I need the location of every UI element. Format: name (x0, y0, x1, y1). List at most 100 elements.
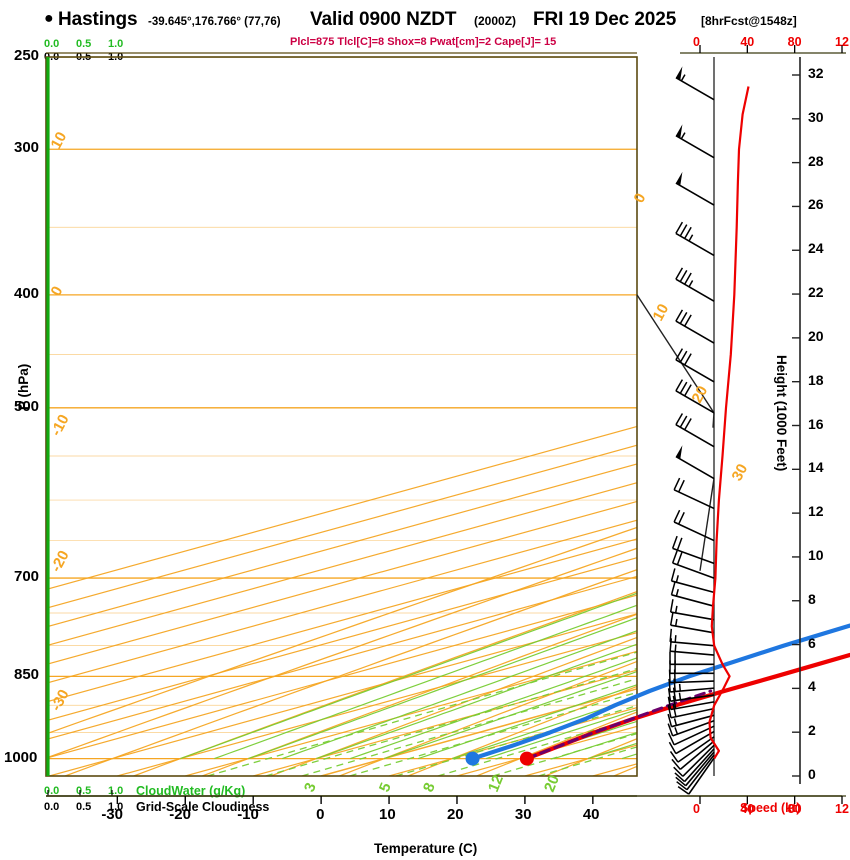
mixing-ratio-label-20: 20 (541, 773, 563, 795)
sounding-traces-layer (465, 623, 850, 766)
height-tick-label-14: 14 (808, 459, 824, 476)
barb-full-feather (676, 537, 683, 551)
barb-full-feather (673, 766, 684, 777)
valid-date: FRI 19 Dec 2025 (533, 9, 677, 30)
temperature-axis-title: Temperature (C) (374, 841, 478, 856)
barb-full-feather (673, 477, 681, 491)
skewt-plot-frame (45, 56, 638, 777)
barb-full-feather (667, 696, 672, 710)
wind-barb-5 (675, 309, 715, 344)
height-tick-label-4: 4 (808, 678, 816, 695)
temperature-tick-label--10: -10 (237, 806, 259, 823)
barb-full-feather (667, 688, 672, 702)
isotherm-60 (729, 57, 850, 776)
cloudiness-bottom-tick-2: 1.0 (108, 801, 124, 813)
isotherm--60 (46, 575, 637, 741)
wind-barb-33 (673, 744, 715, 777)
station-coordinates: -39.645°,176.766° (77,76) (148, 16, 281, 28)
barb-half-feather (678, 683, 681, 692)
cloudiness-bottom-tick-1: 0.5 (76, 801, 92, 813)
barb-full-feather (669, 638, 673, 652)
mixing-ratio-8 (395, 704, 637, 776)
barb-shaft (673, 489, 715, 510)
barb-full-feather (671, 550, 678, 564)
barb-full-feather (684, 314, 692, 327)
barb-shaft (675, 182, 715, 206)
dry-adiabat-label-right-30: 30 (729, 461, 752, 484)
barb-full-feather (677, 786, 690, 795)
height-tick-label-26: 26 (808, 196, 824, 213)
barb-full-feather (684, 384, 692, 397)
marker-surface-dewpoint (465, 751, 480, 766)
dry-adiabat-0 (339, 660, 637, 776)
barb-panel-edge-lower (699, 478, 715, 571)
dry-adiabat-label-right-10: 10 (650, 301, 673, 324)
wind-barb-34 (674, 748, 715, 783)
barb-full-feather (669, 612, 674, 626)
dry-adiabat-label-0: 0 (48, 284, 67, 299)
wind-barb-15 (670, 582, 715, 607)
wind-barb-25 (667, 695, 715, 711)
speed-tick-top-80: 80 (787, 35, 802, 49)
barb-shaft (675, 320, 715, 344)
barb-full-feather (684, 353, 692, 366)
skewt-grid-layer (46, 57, 850, 776)
barb-full-feather (670, 568, 676, 582)
barb-shaft (670, 707, 715, 719)
barb-shaft (673, 725, 715, 746)
barb-pennant (675, 66, 683, 81)
pressure-tick-400: 400 (14, 284, 40, 302)
barb-full-feather (684, 418, 692, 431)
speed-tick-top-40: 40 (740, 35, 755, 49)
wind-barb-31 (669, 736, 715, 763)
barb-full-feather (669, 628, 673, 642)
wind-barb-23 (668, 678, 715, 693)
barb-half-feather (675, 575, 679, 583)
wind-barb-35 (675, 751, 715, 787)
barb-shaft (671, 594, 715, 607)
barb-panel-edge-upper (636, 294, 715, 414)
barb-half-feather (680, 74, 686, 82)
wind-barb-11 (673, 509, 715, 542)
barb-pennant (675, 124, 683, 139)
barb-shaft (686, 754, 715, 791)
pressure-tick-300: 300 (14, 139, 40, 157)
barb-half-feather (673, 718, 678, 726)
barb-full-feather (676, 552, 683, 566)
wind-barb-8 (675, 413, 715, 448)
mixing-ratio-label-12: 12 (485, 773, 507, 795)
barb-shaft (670, 641, 715, 647)
barb-pennant (675, 445, 683, 460)
barb-full-feather (676, 781, 688, 791)
barb-half-feather (674, 727, 679, 735)
wind-barb-layer (636, 57, 715, 795)
barb-half-feather (678, 692, 682, 700)
barb-full-feather (672, 695, 677, 709)
temperature-tick-label--30: -30 (101, 806, 123, 823)
height-tick-label-0: 0 (808, 766, 816, 782)
barb-full-feather (679, 350, 688, 363)
height-tick-label-6: 6 (808, 634, 816, 651)
barb-half-feather (680, 132, 686, 140)
mixing-ratio-12 (437, 716, 637, 776)
isotherm--70 (46, 557, 637, 722)
mixing-ratio-label-8: 8 (420, 780, 439, 794)
mixing-ratio-2 (265, 667, 637, 776)
barb-full-feather (675, 267, 684, 280)
barb-shaft (670, 687, 715, 693)
isotherm-0 (320, 688, 637, 776)
dry-adiabat-label--10: -10 (48, 412, 73, 439)
wind-barb-12 (671, 535, 715, 565)
wind-barb-28 (667, 720, 715, 737)
pressure-tick-700: 700 (14, 568, 40, 586)
height-tick-label-30: 30 (808, 108, 824, 125)
dry-adiabat--50 (46, 547, 637, 759)
cloudwater-top-tick-0: 0.0 (44, 38, 60, 50)
moist-adiabat-5 (418, 684, 637, 760)
moist-adiabat--25 (214, 604, 637, 760)
temperature-tick-label-40: 40 (582, 806, 600, 823)
barb-shaft (677, 736, 715, 763)
wind-barb-10 (673, 477, 715, 510)
isotherm--10 (253, 669, 637, 776)
barb-full-feather (675, 309, 684, 322)
